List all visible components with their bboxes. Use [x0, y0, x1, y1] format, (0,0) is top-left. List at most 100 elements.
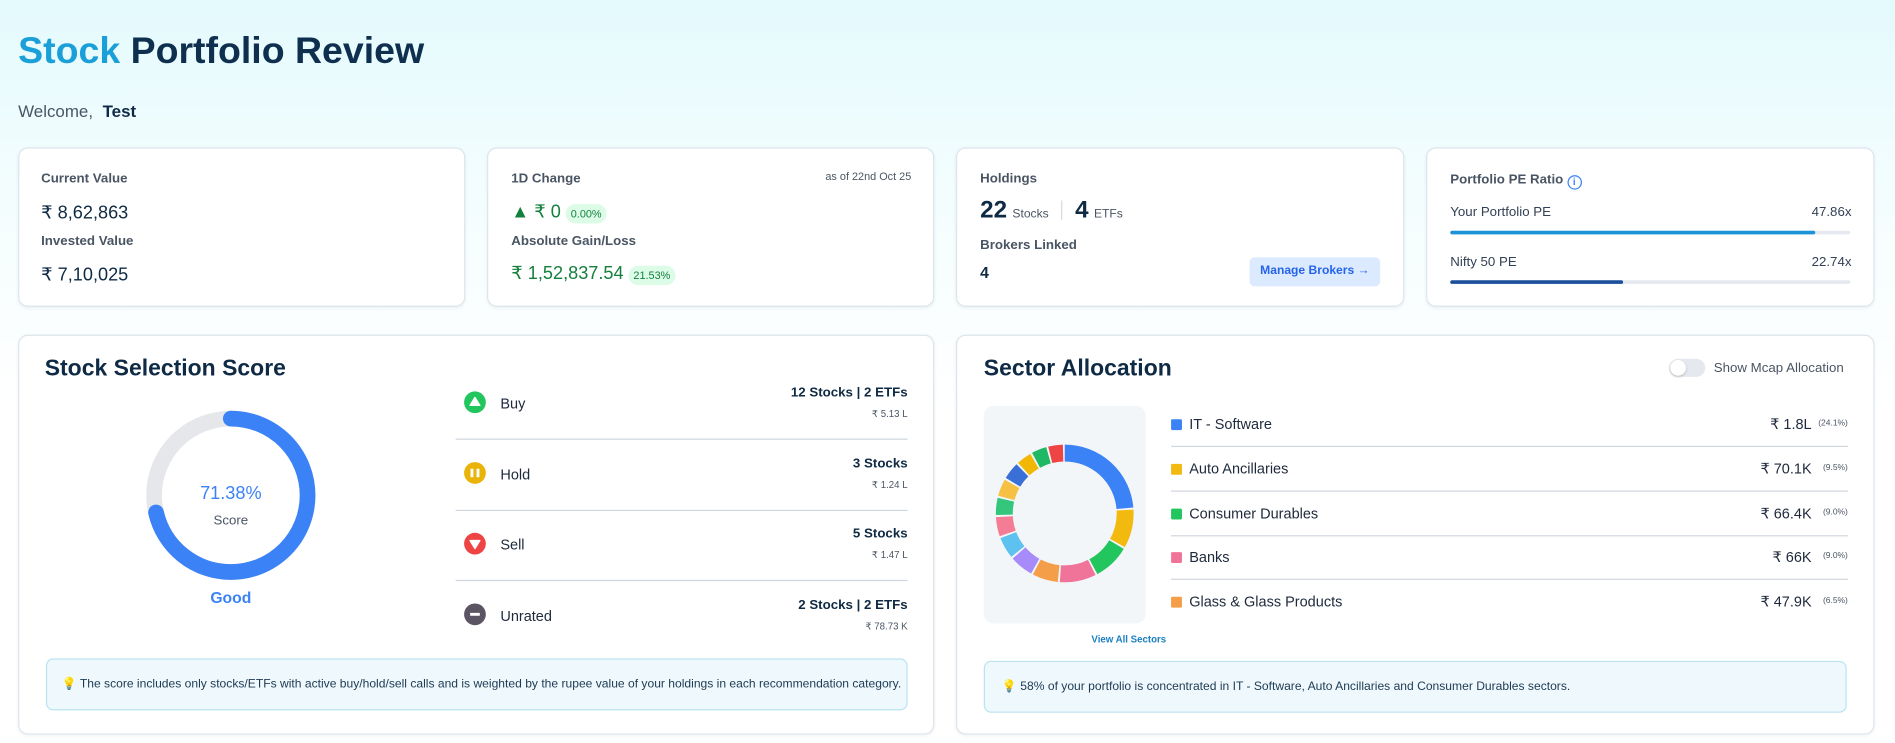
pe-track — [1450, 280, 1851, 284]
label: Current Value — [41, 171, 128, 187]
mcap-toggle[interactable] — [1669, 358, 1706, 377]
pe-track — [1450, 230, 1851, 235]
score-panel: Stock Selection Score 71.38% Score Good … — [18, 334, 935, 735]
holdings-card: Holdings 22 Stocks 4 ETFs Brokers Linked… — [955, 147, 1405, 307]
pe-bar — [1450, 230, 1815, 235]
sector-swatch — [1171, 508, 1182, 519]
toggle-label: Show Mcap Allocation — [1713, 361, 1844, 376]
label: Holdings — [980, 171, 1038, 187]
donut-panel — [983, 405, 1146, 624]
score-value: 71.38% — [200, 483, 262, 504]
row-name: Buy — [500, 395, 526, 412]
score-caption: Score — [213, 513, 249, 528]
row-name: Hold — [500, 465, 531, 483]
label: Brokers Linked — [980, 237, 1077, 253]
etfs-count: 4 — [1075, 196, 1089, 224]
sector-value: ₹ 47.9K — [1760, 593, 1812, 611]
label: Invested Value — [41, 234, 134, 249]
user-name: Test — [102, 101, 137, 121]
row-count: 2 Stocks | 2 ETFs — [798, 597, 908, 612]
sector-share: (6.5%) — [1822, 597, 1848, 606]
up-icon: ▲ — [511, 201, 530, 223]
value-card: Current Value ₹ 8,62,863 Invested Value … — [18, 147, 466, 307]
sector-name: Glass & Glass Products — [1189, 593, 1343, 611]
change-pct: 0.00% — [565, 204, 607, 224]
sector-swatch — [1171, 552, 1182, 564]
sector-separator — [1171, 579, 1848, 581]
pe-bar — [1450, 280, 1624, 284]
sector-value: ₹ 70.1K — [1760, 460, 1812, 477]
row-amount: ₹ 5.13 L — [871, 408, 908, 420]
gain-row: ₹ 1,52,837.54 21.53% — [511, 262, 676, 286]
as-of-date: as of 22nd Oct 25 — [825, 170, 912, 183]
score-note: 💡 The score includes only stocks/ETFs wi… — [45, 658, 908, 711]
gain-pct: 21.53% — [628, 265, 676, 286]
sector-separator — [1171, 445, 1848, 447]
sector-note: 💡 58% of your portfolio is concentrated … — [983, 660, 1847, 713]
pe-value: 22.74x — [1811, 254, 1852, 270]
divider — [1061, 200, 1063, 220]
title-highlight: Stock — [18, 28, 121, 72]
bulb-icon: 💡 — [61, 677, 77, 692]
pe-name: Nifty 50 PE — [1450, 254, 1517, 270]
row-name: Sell — [500, 536, 525, 554]
panel-title: Stock Selection Score — [44, 356, 286, 382]
panel-title: Sector Allocation — [983, 356, 1172, 382]
row-separator — [455, 579, 908, 582]
pe-value: 47.86x — [1811, 205, 1852, 220]
etfs-unit: ETFs — [1093, 207, 1123, 222]
row-count: 12 Stocks | 2 ETFs — [790, 385, 908, 400]
sector-value: ₹ 66K — [1772, 548, 1812, 566]
row-name: Unrated — [500, 607, 552, 624]
stocks-count: 22 — [980, 196, 1008, 224]
sector-name: Consumer Durables — [1189, 504, 1319, 522]
sector-value: ₹ 66.4K — [1760, 504, 1812, 522]
holdings-row: 22 Stocks 4 ETFs — [980, 197, 1123, 225]
change-card: 1D Change as of 22nd Oct 25 ▲ ₹ 0 0.00% … — [487, 147, 935, 307]
sector-share: (24.1%) — [1818, 419, 1848, 428]
page-title: Stock Portfolio Review — [18, 29, 424, 72]
sector-share: (9.5%) — [1822, 463, 1848, 473]
change-value: ₹ 0 — [534, 201, 561, 223]
bulb-icon: 💡 — [1001, 680, 1017, 694]
pe-title-row: Portfolio PE Ratio i — [1450, 172, 1582, 190]
change-row: ▲ ₹ 0 0.00% — [511, 201, 607, 224]
pe-card: Portfolio PE Ratio i Your Portfolio PE 47… — [1426, 147, 1875, 307]
stocks-unit: Stocks — [1012, 207, 1049, 222]
row-count: 3 Stocks — [852, 456, 908, 471]
pe-name: Your Portfolio PE — [1450, 205, 1552, 220]
current-value: ₹ 8,62,863 — [41, 202, 129, 224]
sector-panel: Sector Allocation Show Mcap Allocation V… — [955, 334, 1875, 735]
pe-title: Portfolio PE Ratio — [1450, 172, 1564, 188]
welcome-text: Welcome, — [18, 101, 94, 121]
row-amount: ₹ 1.24 L — [871, 479, 908, 490]
label: 1D Change — [511, 171, 581, 187]
welcome: Welcome, Test — [18, 101, 136, 120]
row-separator — [455, 438, 908, 440]
row-amount: ₹ 1.47 L — [871, 549, 908, 561]
sector-swatch — [1171, 597, 1182, 608]
sector-name: IT - Software — [1189, 415, 1272, 433]
view-all-sectors[interactable]: View All Sectors — [1091, 634, 1167, 646]
note-text: The score includes only stocks/ETFs with… — [79, 677, 902, 692]
sector-share: (9.0%) — [1822, 552, 1848, 562]
row-amount: ₹ 78.73 K — [865, 620, 908, 632]
score-rating: Good — [210, 588, 252, 607]
sector-separator — [1171, 490, 1848, 492]
brokers-count: 4 — [980, 263, 989, 282]
sector-swatch — [1171, 463, 1182, 475]
sector-name: Auto Ancillaries — [1189, 460, 1289, 477]
row-count: 5 Stocks — [852, 526, 908, 542]
note-text: 58% of your portfolio is concentrated in… — [1020, 680, 1571, 694]
sector-name: Banks — [1189, 548, 1230, 566]
row-separator — [455, 509, 908, 511]
info-icon[interactable]: i — [1566, 175, 1582, 190]
invested-value: ₹ 7,10,025 — [41, 264, 129, 286]
sector-value: ₹ 1.8L — [1770, 415, 1812, 433]
sector-separator — [1171, 534, 1848, 536]
manage-brokers-button[interactable]: Manage Brokers → — [1249, 257, 1381, 287]
sector-swatch — [1171, 419, 1182, 431]
title-rest: Portfolio Review — [130, 28, 425, 72]
